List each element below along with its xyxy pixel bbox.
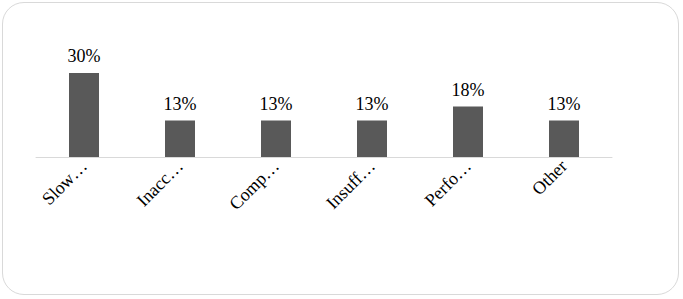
svg-text:Comp…: Comp… [225, 156, 283, 214]
svg-text:13%: 13% [548, 94, 581, 114]
svg-text:13%: 13% [356, 94, 389, 114]
svg-text:13%: 13% [164, 94, 197, 114]
svg-text:Insuff…: Insuff… [322, 156, 379, 213]
svg-text:Other: Other [528, 156, 571, 199]
svg-text:Slow…: Slow… [38, 156, 91, 209]
svg-text:13%: 13% [260, 94, 293, 114]
svg-text:Perfo…: Perfo… [421, 156, 475, 210]
svg-text:Inacc…: Inacc… [133, 156, 187, 210]
svg-text:18%: 18% [452, 80, 485, 100]
svg-text:30%: 30% [68, 46, 101, 66]
